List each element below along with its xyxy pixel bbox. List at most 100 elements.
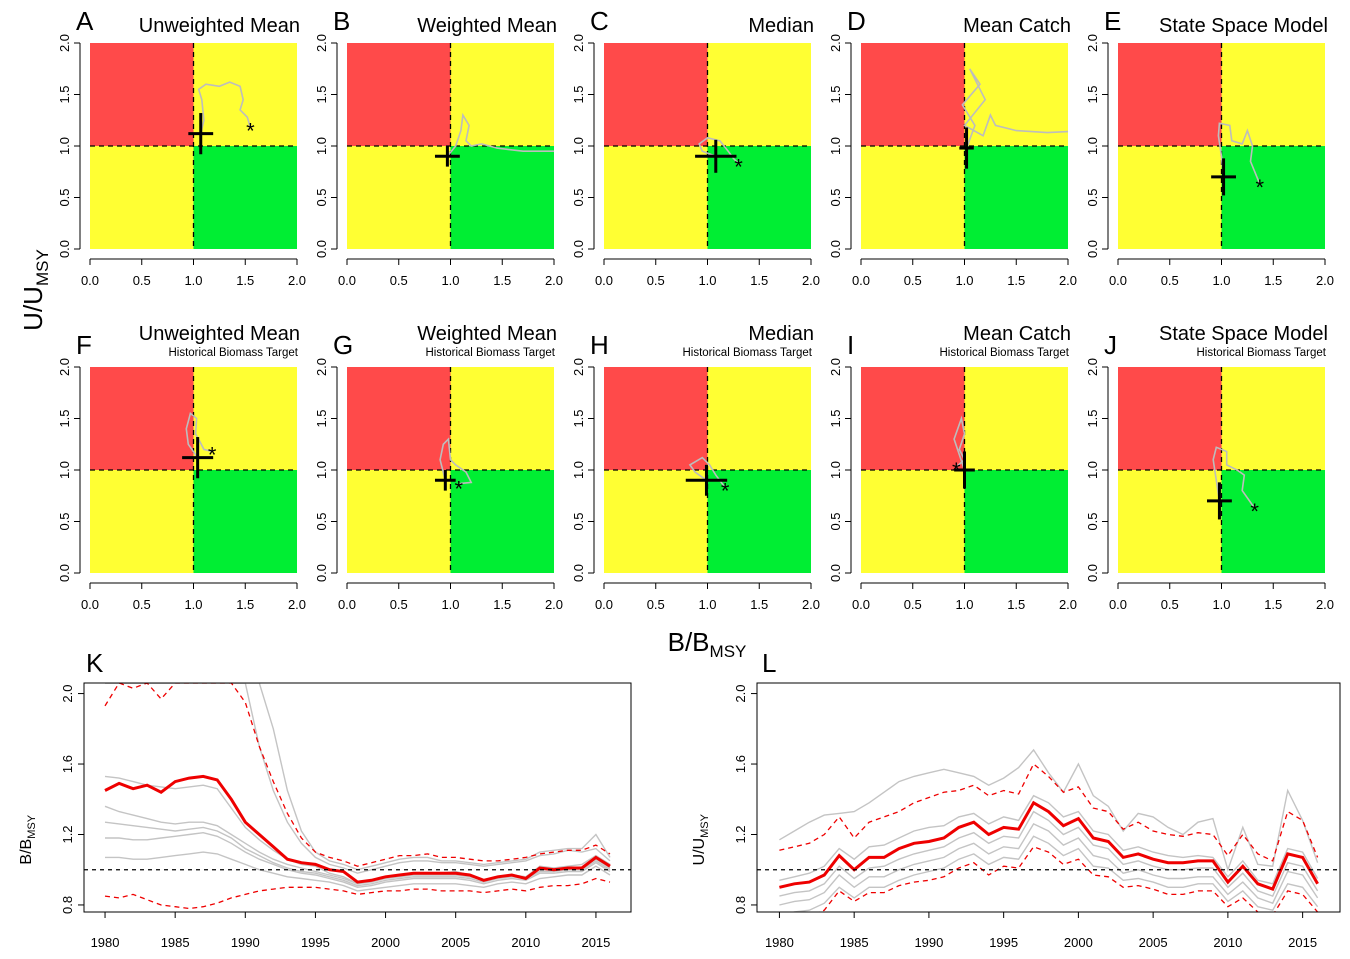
panel-title: Mean Catch <box>963 323 1071 345</box>
panel-I: * 0.0 0.5 1.0 1.5 2.0 0.0 0.5 1.0 1.5 2.0 I Mean Cat… <box>828 323 1077 612</box>
panel-title: Unweighted Mean <box>139 15 300 37</box>
panel-letter: B <box>333 6 350 36</box>
y-axis: 0.0 0.5 1.0 1.5 2.0 <box>828 34 852 258</box>
x-tick-label: 0.5 <box>1161 273 1179 288</box>
quadrant-bottom-right <box>193 470 297 573</box>
panel-letter: C <box>590 6 609 36</box>
x-tick-label: 0.0 <box>852 597 870 612</box>
series-line-upper <box>779 762 1319 862</box>
y-axis: 0.0 0.5 1.0 1.5 2.0 <box>828 358 852 582</box>
series-line-model <box>105 831 611 889</box>
panel-title: State Space Model <box>1159 15 1328 37</box>
quadrant-top-left <box>347 367 451 470</box>
x-tick-label: 2.0 <box>1316 597 1334 612</box>
x-tick-label: 2000 <box>371 935 400 950</box>
panel-G: * 0.0 0.5 1.0 1.5 2.0 0.0 0.5 1.0 1.5 2.0 G Weighted… <box>314 323 563 612</box>
x-axis: 1980 1985 1990 1995 2000 2005 2010 2015 <box>765 912 1317 950</box>
quadrant-bottom-left <box>604 146 708 249</box>
y-tick-label: 1.0 <box>314 461 329 479</box>
x-tick-label: 2010 <box>1213 935 1242 950</box>
y-tick-label: 1.0 <box>1085 461 1100 479</box>
y-tick-label: 2.0 <box>314 358 329 376</box>
panel-C: * 0.0 0.5 1.0 1.5 2.0 0.0 0.5 1.0 1.5 2.0 C Median <box>571 6 820 288</box>
panel-H: * 0.0 0.5 1.0 1.5 2.0 0.0 0.5 1.0 1.5 2.0 H Median Hi… <box>571 323 820 612</box>
quadrant-bottom-right <box>707 146 811 249</box>
x-tick-label: 1.5 <box>1007 597 1025 612</box>
panel-L: 1980 1985 1990 1995 2000 2005 2010 2015 0.8 1.2 1.… <box>691 648 1341 950</box>
trajectory-line <box>446 112 554 157</box>
panel-title: Median <box>748 323 814 345</box>
x-tick-label: 1.0 <box>955 273 973 288</box>
panel-title: State Space Model <box>1159 323 1328 345</box>
quadrant-bottom-left <box>347 146 451 249</box>
y-tick-label: 0.0 <box>57 240 72 258</box>
panel-letter: D <box>847 6 866 36</box>
x-tick-label: 0.0 <box>1109 273 1127 288</box>
x-tick-label: 0.5 <box>390 273 408 288</box>
x-axis: 0.0 0.5 1.0 1.5 2.0 <box>338 258 563 288</box>
series-line-model <box>791 835 1319 912</box>
x-tick-label: 0.0 <box>81 597 99 612</box>
y-tick-label: 0.5 <box>571 512 586 530</box>
trajectory-line <box>1217 122 1261 185</box>
x-tick-label: 1.5 <box>1007 273 1025 288</box>
x-tick-label: 1.0 <box>698 597 716 612</box>
quadrant-top-right <box>450 43 554 146</box>
x-axis-label: B/BMSY <box>668 627 747 661</box>
x-axis: 0.0 0.5 1.0 1.5 2.0 <box>338 582 563 612</box>
quadrant-top-left <box>861 367 965 470</box>
panel-A: * 0.0 0.5 1.0 1.5 2.0 0.0 0.5 1.0 1.5 2.0 A Unweight… <box>57 6 306 288</box>
panel-subtitle: Historical Biomass Target <box>168 347 298 359</box>
trajectory-line <box>688 456 726 488</box>
y-tick-label: 1.6 <box>733 755 748 773</box>
x-axis-label-main: B/B <box>668 627 710 657</box>
quadrant-bottom-right <box>964 470 1068 573</box>
x-tick-label: 1.5 <box>750 597 768 612</box>
panel-F: * 0.0 0.5 1.0 1.5 2.0 0.0 0.5 1.0 1.5 2.0 F Unweight… <box>57 323 306 612</box>
x-tick-label: 1.0 <box>1212 597 1230 612</box>
y-tick-label: 1.2 <box>733 825 748 843</box>
trajectory-line <box>961 68 1069 149</box>
quadrant-bottom-right <box>450 470 554 573</box>
quadrant-bottom-left <box>90 146 194 249</box>
x-tick-label: 1985 <box>840 935 869 950</box>
panel-D: 0.0 0.5 1.0 1.5 2.0 0.0 0.5 1.0 1.5 2.0 D Mean Catc… <box>828 6 1077 288</box>
y-tick-label: 1.0 <box>828 137 843 155</box>
series-line-mean <box>104 774 611 884</box>
x-tick-label: 2.0 <box>802 273 820 288</box>
y-tick-label: 0.0 <box>828 240 843 258</box>
x-axis: 0.0 0.5 1.0 1.5 2.0 <box>81 582 306 612</box>
x-axis: 0.0 0.5 1.0 1.5 2.0 <box>852 582 1077 612</box>
y-tick-label: 2.0 <box>828 34 843 52</box>
y-tick-label: 1.5 <box>314 409 329 427</box>
panel-subtitle: Historical Biomass Target <box>682 347 812 359</box>
x-tick-label: 0.0 <box>338 273 356 288</box>
x-axis: 0.0 0.5 1.0 1.5 2.0 <box>1109 582 1334 612</box>
start-point-marker: * <box>721 479 730 504</box>
quadrant-bottom-left <box>1118 470 1222 573</box>
y-tick-label: 1.5 <box>314 85 329 103</box>
x-axis: 0.0 0.5 1.0 1.5 2.0 <box>852 258 1077 288</box>
quadrant-top-left <box>604 43 708 146</box>
panel-title: Median <box>748 15 814 37</box>
y-axis-label-sub: MSY <box>33 249 52 286</box>
x-tick-label: 0.0 <box>338 597 356 612</box>
panel-letter: H <box>590 330 609 360</box>
plot-frame <box>83 682 632 913</box>
x-tick-label: 1.5 <box>493 273 511 288</box>
x-axis: 0.0 0.5 1.0 1.5 2.0 <box>595 582 820 612</box>
panel-subtitle: Historical Biomass Target <box>939 347 1069 359</box>
quadrant-top-right <box>193 43 297 146</box>
series-line-model <box>779 822 1319 906</box>
y-tick-label: 2.0 <box>60 685 75 703</box>
y-tick-label: 0.5 <box>314 188 329 206</box>
panel-title: Unweighted Mean <box>139 323 300 345</box>
y-axis: 0.0 0.5 1.0 1.5 2.0 <box>314 358 338 582</box>
x-axis: 0.0 0.5 1.0 1.5 2.0 <box>81 258 306 288</box>
x-tick-label: 2005 <box>1139 935 1168 950</box>
panel-title: Weighted Mean <box>417 15 557 37</box>
quadrant-top-right <box>707 367 811 470</box>
y-tick-label: 1.6 <box>60 755 75 773</box>
quadrant-top-right <box>1221 43 1325 146</box>
